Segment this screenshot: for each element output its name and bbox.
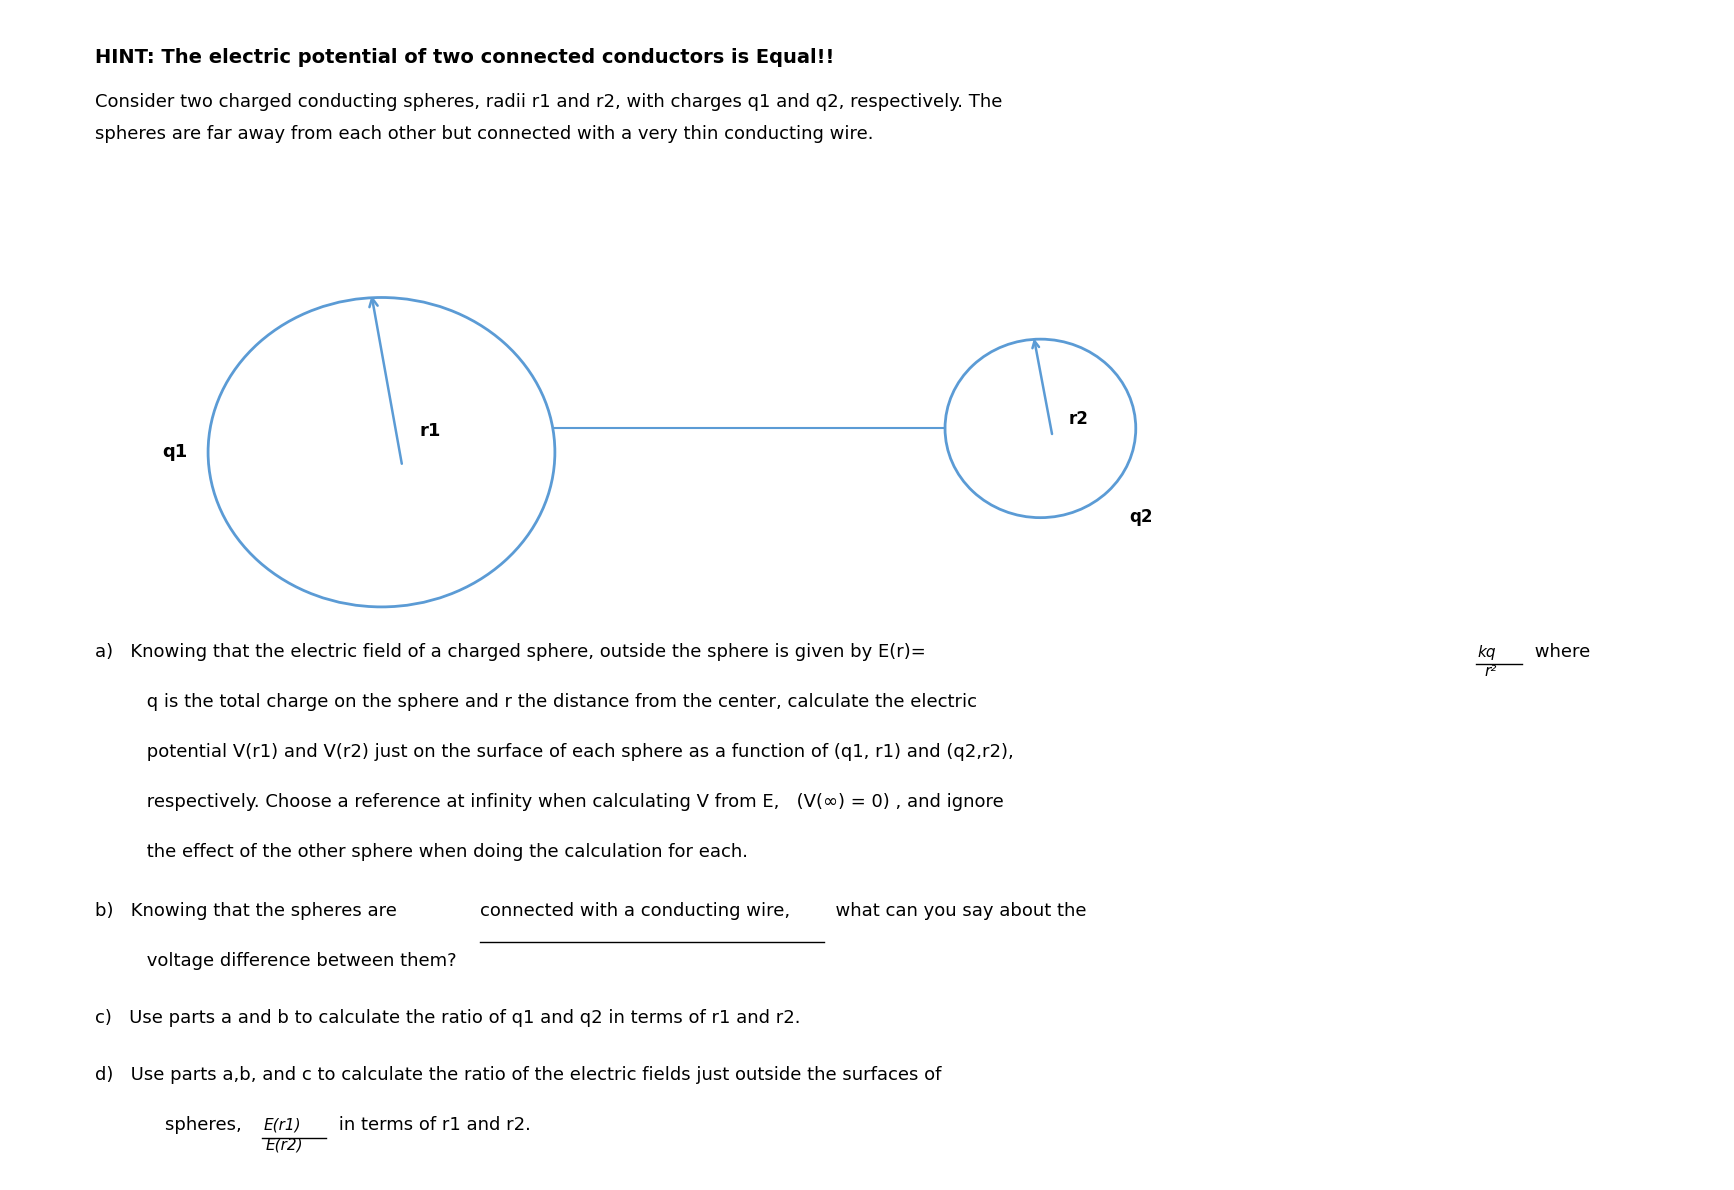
Text: spheres are far away from each other but connected with a very thin conducting w: spheres are far away from each other but… (95, 125, 874, 143)
Text: b)   Knowing that the spheres are: b) Knowing that the spheres are (95, 902, 402, 920)
Text: potential V(r1) and V(r2) just on the surface of each sphere as a function of (q: potential V(r1) and V(r2) just on the su… (95, 743, 1014, 760)
Text: in terms of r1 and r2.: in terms of r1 and r2. (333, 1116, 531, 1134)
Text: kq: kq (1477, 645, 1496, 660)
Text: respectively. Choose a reference at infinity when calculating V from E,   (V(∞) : respectively. Choose a reference at infi… (95, 793, 1004, 810)
Text: the effect of the other sphere when doing the calculation for each.: the effect of the other sphere when doin… (95, 843, 749, 860)
Text: r1: r1 (420, 421, 440, 440)
Text: voltage difference between them?: voltage difference between them? (95, 952, 458, 970)
Text: E(r1): E(r1) (264, 1117, 302, 1133)
Text: HINT: The electric potential of two connected conductors is Equal!!: HINT: The electric potential of two conn… (95, 48, 834, 67)
Text: d)   Use parts a,b, and c to calculate the ratio of the electric fields just out: d) Use parts a,b, and c to calculate the… (95, 1066, 942, 1084)
Text: q2: q2 (1129, 508, 1153, 526)
Text: r²: r² (1484, 664, 1496, 679)
Text: where: where (1529, 643, 1590, 660)
Text: spheres,: spheres, (165, 1116, 248, 1134)
Text: r2: r2 (1068, 409, 1087, 428)
Text: what can you say about the: what can you say about the (824, 902, 1085, 920)
Text: q is the total charge on the sphere and r the distance from the center, calculat: q is the total charge on the sphere and … (95, 693, 978, 710)
Text: E(r2): E(r2) (265, 1138, 303, 1153)
Text: Consider two charged conducting spheres, radii r1 and r2, with charges q1 and q2: Consider two charged conducting spheres,… (95, 93, 1002, 111)
Text: c)   Use parts a and b to calculate the ratio of q1 and q2 in terms of r1 and r2: c) Use parts a and b to calculate the ra… (95, 1009, 801, 1027)
Text: a)   Knowing that the electric field of a charged sphere, outside the sphere is : a) Knowing that the electric field of a … (95, 643, 926, 660)
Text: q1: q1 (161, 443, 187, 462)
Text: connected with a conducting wire,: connected with a conducting wire, (480, 902, 791, 920)
